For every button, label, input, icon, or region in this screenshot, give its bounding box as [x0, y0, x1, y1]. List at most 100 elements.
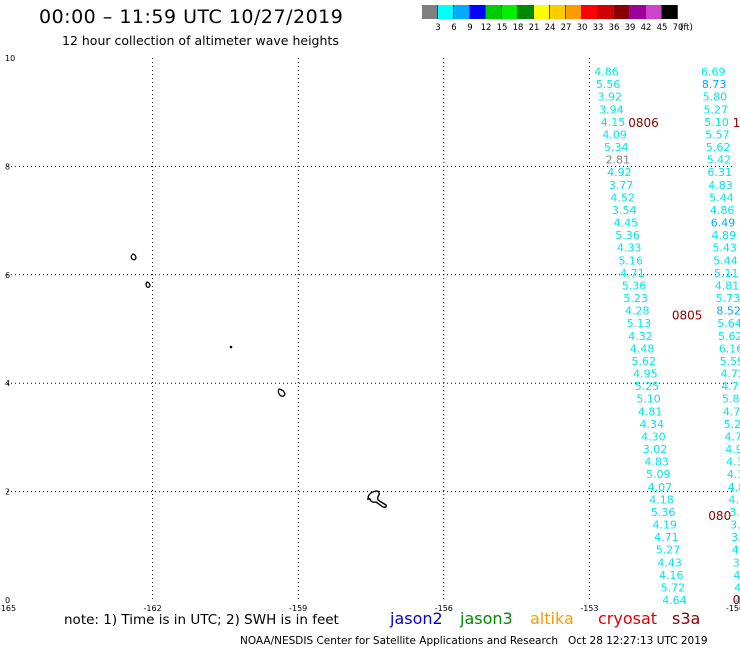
- wave-height-value: 5.16: [619, 254, 644, 267]
- wave-height-value: 4.86: [594, 66, 619, 79]
- legend-label: 21: [528, 23, 540, 33]
- wave-height-value: 5.34: [604, 141, 629, 154]
- map-subtitle: 12 hour collection of altimeter wave hei…: [62, 33, 339, 48]
- wave-height-value: 8.73: [702, 78, 727, 91]
- y-tick-label: 4: [5, 379, 10, 388]
- wave-height-value: 5.36: [651, 506, 676, 519]
- wave-height-value: 4.45: [614, 217, 639, 230]
- island-niihau: [130, 253, 137, 261]
- credit-text: NOAA/NESDIS Center for Satellite Applica…: [240, 635, 558, 647]
- wave-height-value: 3.78: [730, 519, 740, 532]
- island-kauai: [145, 281, 151, 288]
- wave-height-value: 5.27: [656, 544, 681, 557]
- wave-height-value: 4.34: [640, 418, 665, 431]
- wave-height-value: 4.75: [721, 380, 740, 393]
- wave-height-value: 5.72: [661, 581, 686, 594]
- wave-height-value: 4.92: [607, 166, 632, 179]
- wave-height-value: 3.83: [733, 556, 740, 569]
- wave-height-value: 4.86: [710, 204, 735, 217]
- legend-swatch: [470, 5, 486, 19]
- wave-height-value: 4.30: [641, 430, 666, 443]
- island-molokai: [277, 388, 286, 397]
- wave-height-value: 4.89: [712, 229, 737, 242]
- wave-height-value: 6.31: [707, 166, 732, 179]
- legend-label: 30: [576, 23, 588, 33]
- wave-height-value: 4.16: [659, 569, 684, 582]
- wave-height-value: 5.36: [615, 229, 640, 242]
- pass-time-label: 0806: [628, 116, 659, 130]
- wave-height-value: 6.16: [719, 342, 740, 355]
- wave-height-value: 4.83: [708, 179, 733, 192]
- legend-label: 24: [544, 23, 556, 33]
- satellite-s3a: s3a: [672, 609, 701, 628]
- wave-height-value: 5.42: [707, 154, 732, 167]
- legend-swatch: [582, 5, 598, 19]
- pass-time-labels: 0806 1: 0805 080 0: [628, 116, 740, 607]
- wave-height-value: 5.36: [622, 279, 647, 292]
- wave-height-value: 4.33: [617, 242, 642, 255]
- wave-height-value: 4.52: [610, 191, 635, 204]
- wave-height-value: 3.21: [729, 506, 740, 519]
- legend-label: 42: [640, 23, 652, 33]
- wave-height-value: 6.49: [711, 217, 736, 230]
- wave-height-value: 4.26: [734, 581, 740, 594]
- legend-swatch: [614, 5, 630, 19]
- wave-height-value: 3.94: [599, 103, 624, 116]
- wave-height-value: 5.59: [720, 355, 740, 368]
- wave-height-value: 3.92: [597, 91, 622, 104]
- wave-height-value: 4.72: [724, 430, 740, 443]
- legend-swatch: [438, 5, 454, 19]
- wave-height-value: 5.27: [703, 103, 728, 116]
- wave-height-value: 5.73: [716, 292, 740, 305]
- wave-height-value: 3.02: [643, 443, 668, 456]
- footer-credit: NOAA/NESDIS Center for Satellite Applica…: [240, 635, 708, 647]
- wave-height-value: 4.15: [601, 116, 626, 129]
- wave-height-value: 5.80: [703, 91, 728, 104]
- wave-height-value: 5.23: [623, 292, 648, 305]
- map-title: 00:00 – 11:59 UTC 10/27/2019: [39, 6, 344, 28]
- wave-height-value: 4.86: [728, 481, 740, 494]
- pass-time-label: 1:: [733, 116, 740, 130]
- wave-height-value: 4.30: [726, 456, 740, 469]
- legend-label: 15: [496, 23, 508, 33]
- wave-height-value: 4.28: [625, 305, 650, 318]
- wave-height-value: 4.71: [620, 267, 645, 280]
- wave-height-value: 4.71: [654, 531, 679, 544]
- legend-swatch: [454, 5, 470, 19]
- legend-swatch: [502, 5, 518, 19]
- pass-time-label: 0: [733, 593, 740, 607]
- legend-swatch: [550, 5, 566, 19]
- wave-height-value: 5.25: [635, 380, 660, 393]
- wave-height-value: 5.10: [704, 116, 729, 129]
- islands: [130, 253, 387, 508]
- legend-swatch: [518, 5, 534, 19]
- x-tick-label: -159: [289, 604, 307, 613]
- legend-label: 45: [656, 23, 668, 33]
- axis-ticks: -165-162-159-156-153-1500246810: [0, 54, 740, 613]
- legend-label: 9: [467, 23, 473, 33]
- y-tick-label: 2: [5, 488, 10, 497]
- wave-height-value: 5.43: [712, 242, 737, 255]
- wave-height-value: 4.83: [644, 456, 669, 469]
- x-tick-label: -162: [144, 604, 162, 613]
- wave-height-value: 8.52: [716, 305, 740, 318]
- legend-swatch: [598, 5, 614, 19]
- credit-timestamp: Oct 28 12:27:13 UTC 2019: [568, 635, 708, 647]
- wave-height-value: 4.72: [720, 368, 740, 381]
- wave-height-value: 4.50: [729, 493, 740, 506]
- wave-height-value: 4.32: [628, 330, 653, 343]
- wave-height-value: 5.13: [627, 317, 652, 330]
- wave-height-value: 6.69: [701, 66, 726, 79]
- altimeter-tracks: 4.865.563.923.944.154.095.342.814.923.77…: [594, 66, 740, 607]
- legend-swatch: [422, 5, 438, 19]
- wave-height-value: 5.10: [636, 393, 661, 406]
- wave-height-value: 5.56: [596, 78, 621, 91]
- wave-height-value: 3.54: [612, 204, 637, 217]
- legend-label: 33: [592, 23, 604, 33]
- wave-height-value: 4.81: [638, 405, 663, 418]
- satellite-cryosat: cryosat: [598, 609, 658, 628]
- legend-unit: (ft): [680, 23, 693, 33]
- legend-label: 27: [560, 23, 572, 33]
- wave-height-value: 4.09: [602, 128, 627, 141]
